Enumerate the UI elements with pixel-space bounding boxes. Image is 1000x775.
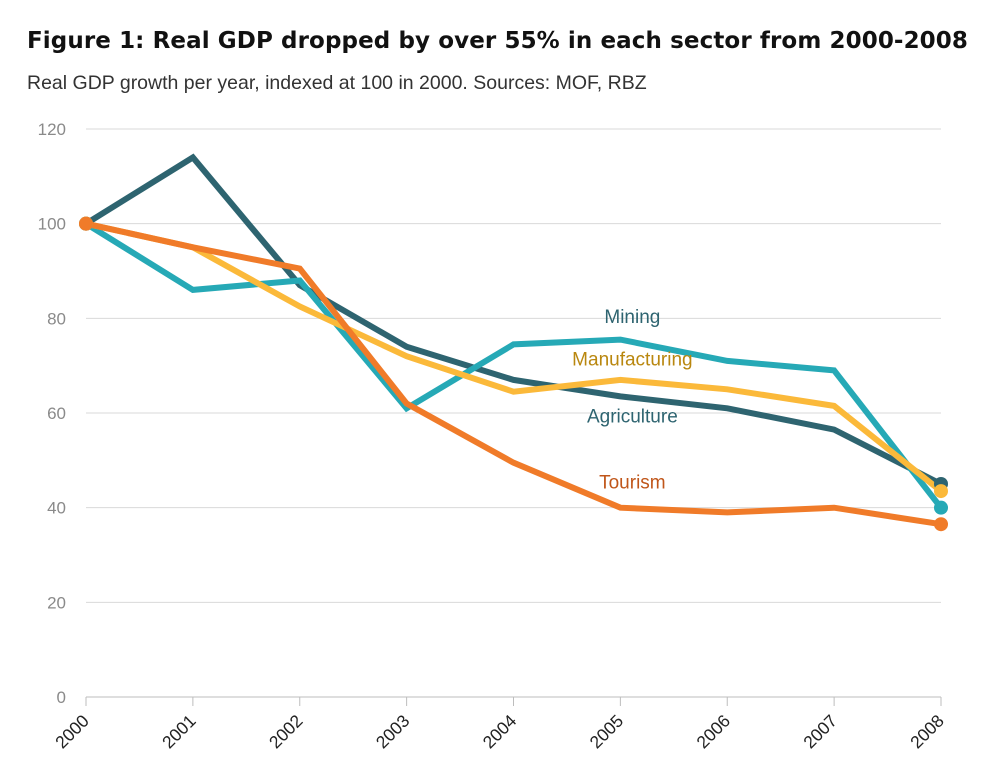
y-tick-label: 60: [47, 404, 66, 423]
series-label-tourism: Tourism: [599, 473, 666, 494]
data-point-tourism: [79, 216, 93, 231]
series-labels: Agriculture Mining Manufacturing Tourism: [572, 307, 692, 494]
x-tick-label: 2006: [692, 711, 734, 753]
series-label-agriculture: Agriculture: [587, 406, 678, 427]
x-tick-label: 2008: [906, 711, 948, 753]
series-label-manufacturing: Manufacturing: [572, 350, 692, 371]
y-tick-label: 100: [38, 215, 66, 234]
x-tick-label: 2007: [799, 711, 841, 753]
y-tick-label: 80: [47, 309, 66, 328]
series-line-manufacturing: [85, 220, 943, 494]
x-tick-label: 2003: [372, 711, 414, 753]
y-tick-label: 20: [47, 593, 66, 612]
x-tick-labels: 2000 2001 2002 2003 2004 2005 2006 2007 2008: [51, 711, 948, 753]
x-tick-label: 2001: [158, 711, 200, 753]
series-lines: [79, 153, 948, 532]
x-tick-label: 2004: [479, 711, 521, 753]
chart-subtitle: Real GDP growth per year, indexed at 100…: [27, 72, 647, 94]
y-tick-label: 0: [57, 688, 66, 707]
x-tick-label: 2000: [51, 711, 93, 753]
y-tick-label: 40: [47, 499, 66, 518]
x-tick-label: 2005: [586, 711, 628, 753]
series-label-mining: Mining: [604, 307, 660, 328]
x-axis: [85, 696, 942, 706]
y-tick-labels: 0 20 40 60 80 100 120: [38, 120, 66, 707]
y-tick-label: 120: [38, 120, 66, 139]
x-tick-label: 2002: [265, 711, 307, 753]
data-point-tourism: [934, 517, 948, 532]
data-point-manufacturing: [934, 484, 948, 499]
data-point-mining: [934, 500, 948, 515]
chart-title: Figure 1: Real GDP dropped by over 55% i…: [27, 28, 968, 54]
series-line-agriculture: [84, 153, 943, 487]
series-line-tourism: [85, 220, 942, 528]
series-line-mining: [84, 221, 944, 510]
